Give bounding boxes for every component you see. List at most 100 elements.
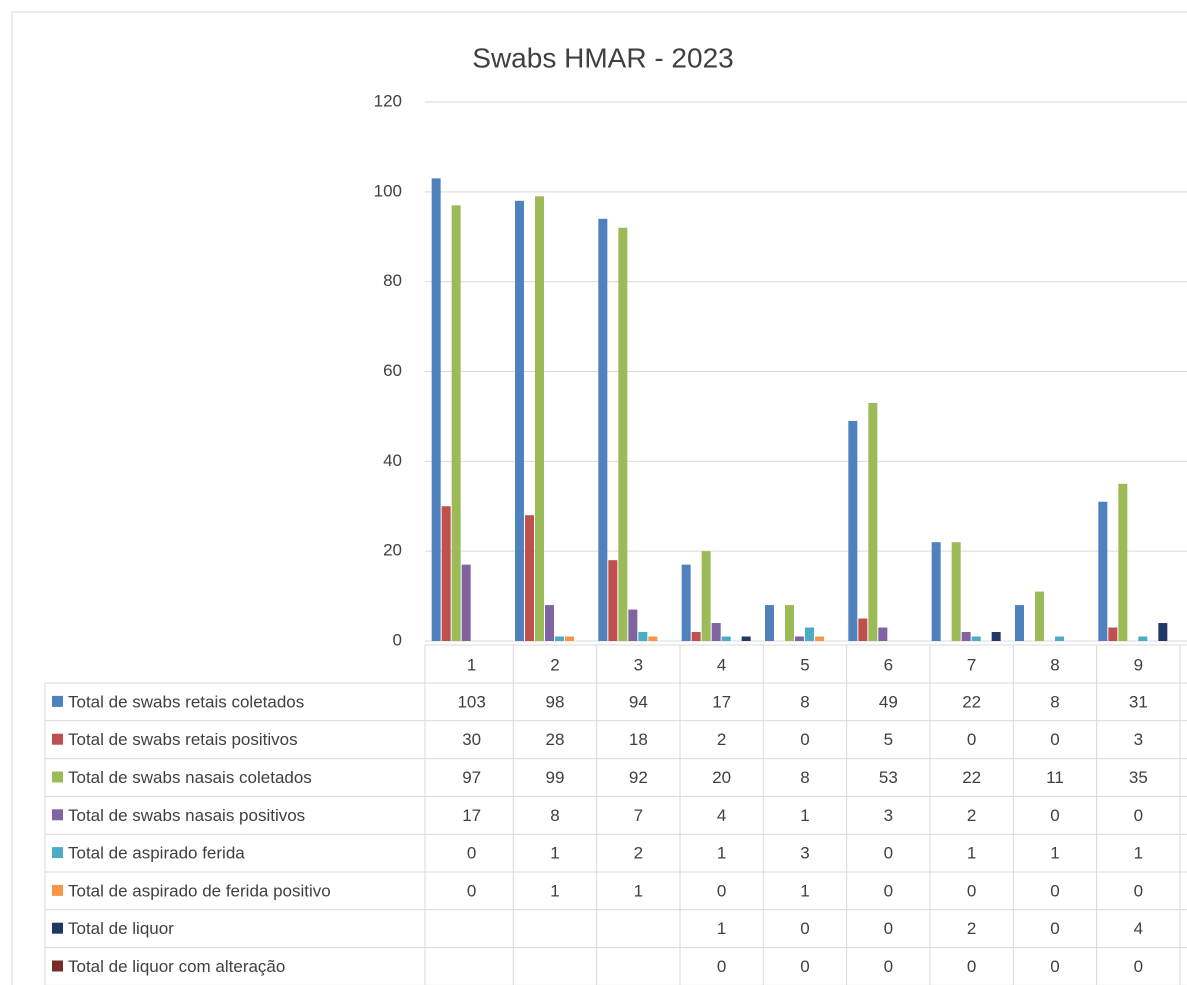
data-table-cell: 8	[800, 768, 809, 787]
data-table-cell: 35	[1129, 768, 1148, 787]
bar	[765, 605, 774, 641]
data-table-cell: 3	[800, 844, 809, 863]
bar	[961, 632, 971, 641]
data-table-cell: 20	[712, 768, 731, 787]
legend-label: Total de swabs retais positivos	[68, 730, 298, 749]
data-table-cell: 0	[717, 881, 726, 900]
legend-label: Total de swabs nasais positivos	[68, 806, 305, 825]
bar	[515, 200, 524, 642]
data-table-cell: 3	[884, 806, 893, 825]
legend-swatch	[52, 809, 63, 821]
data-table-cell: 0	[467, 844, 476, 863]
bar	[638, 632, 648, 641]
legend-label: Total de liquor com alteração	[68, 957, 285, 976]
bar	[971, 636, 981, 641]
data-table-cell: 49	[879, 692, 898, 711]
bar	[785, 605, 794, 641]
bar	[701, 551, 711, 641]
legend-swatch	[52, 771, 63, 783]
data-table-cell: 8	[1050, 692, 1059, 711]
bar	[525, 515, 534, 641]
bar	[608, 560, 618, 641]
legend-swatch	[52, 884, 63, 896]
data-table-cell: 1	[1050, 844, 1059, 863]
data-table-cell: 18	[629, 730, 648, 749]
data-table-cell: 8	[800, 692, 809, 711]
data-table-cell: 0	[467, 881, 476, 900]
data-table-cell: 94	[629, 692, 648, 711]
bar	[1108, 627, 1118, 641]
legend-label: Total de swabs retais coletados	[68, 692, 304, 711]
data-table-cell: 0	[1050, 957, 1059, 976]
legend-label: Total de aspirado ferida	[68, 844, 245, 863]
data-table-cell: 53	[879, 768, 898, 787]
data-table-cell: 0	[884, 844, 893, 863]
bar	[1015, 605, 1024, 641]
y-tick-label: 100	[374, 181, 402, 200]
data-table-cell: 8	[550, 806, 559, 825]
data-table-cell: 2	[967, 919, 976, 938]
bar	[741, 636, 751, 641]
bar	[441, 506, 451, 641]
data-table-cell: 0	[1134, 957, 1143, 976]
data-table-cell: 1	[967, 844, 976, 863]
x-tick-label: 1	[467, 655, 476, 674]
data-table-cell: 1	[550, 881, 559, 900]
data-table-cell: 0	[800, 730, 809, 749]
x-tick-label: 3	[634, 655, 643, 674]
data-table-cell: 1	[717, 844, 726, 863]
y-tick-label: 60	[383, 361, 402, 380]
data-table-cell: 0	[717, 957, 726, 976]
data-table-cell: 17	[712, 692, 731, 711]
y-tick-label: 40	[383, 451, 402, 470]
legend-swatch	[52, 695, 63, 707]
data-table-cell: 1	[1134, 844, 1143, 863]
data-table-cell: 103	[457, 692, 485, 711]
data-table-cell: 1	[717, 919, 726, 938]
data-table-cell: 7	[634, 806, 643, 825]
data-table-cell: 0	[1050, 919, 1059, 938]
bar	[711, 623, 721, 641]
x-tick-label: 9	[1134, 655, 1143, 674]
legend-swatch	[52, 960, 63, 972]
data-table-cell: 0	[967, 957, 976, 976]
legend-label: Total de liquor	[68, 919, 174, 938]
bar	[1158, 623, 1168, 641]
bar	[858, 618, 868, 641]
bar	[1055, 636, 1064, 641]
bar	[848, 420, 858, 641]
data-table-cell: 1	[634, 881, 643, 900]
bar	[545, 605, 554, 641]
bar	[431, 178, 441, 641]
chart-title: Swabs HMAR - 2023	[472, 42, 733, 73]
data-table-cell: 1	[800, 806, 809, 825]
bar	[628, 609, 638, 641]
data-table-cell: 11	[1046, 768, 1064, 787]
bar	[681, 564, 691, 641]
bar	[555, 636, 564, 641]
bar	[618, 227, 628, 641]
y-tick-label: 120	[374, 91, 402, 110]
data-table-cell: 0	[1134, 881, 1143, 900]
data-table-cell: 97	[462, 768, 481, 787]
data-table-cell: 17	[462, 806, 481, 825]
bar	[1035, 591, 1044, 641]
bar	[931, 542, 941, 641]
x-tick-label: 6	[884, 655, 893, 674]
x-tick-label: 5	[800, 655, 809, 674]
data-table-cell: 99	[546, 768, 565, 787]
x-tick-label: 4	[717, 655, 726, 674]
data-table-cell: 0	[800, 957, 809, 976]
x-tick-label: 2	[550, 655, 559, 674]
data-table-cell: 1	[550, 844, 559, 863]
x-tick-label: 8	[1050, 655, 1059, 674]
bar	[648, 636, 658, 641]
bar	[1098, 501, 1108, 641]
bar	[598, 218, 608, 642]
y-tick-label: 20	[383, 541, 402, 560]
bar	[1138, 636, 1148, 641]
data-table-cell: 0	[884, 919, 893, 938]
data-table-cell: 0	[1050, 730, 1059, 749]
legend-label: Total de swabs nasais coletados	[68, 768, 312, 787]
